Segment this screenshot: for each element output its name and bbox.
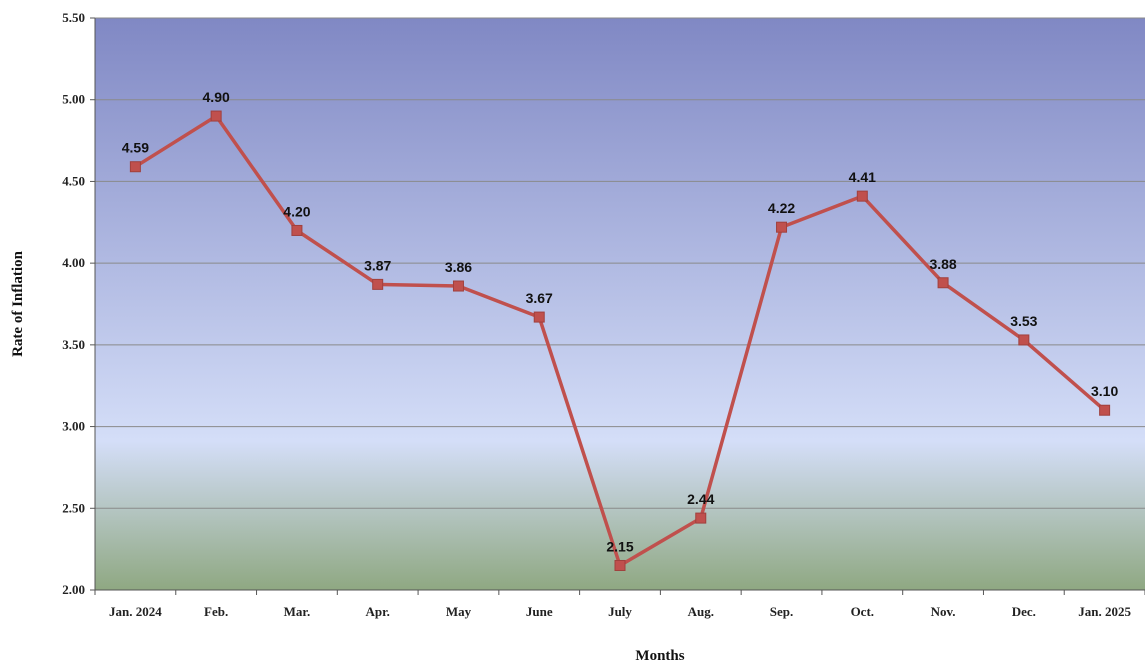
data-label: 4.59	[122, 140, 149, 156]
data-point-marker	[1099, 404, 1111, 416]
data-label: 3.67	[526, 290, 553, 306]
y-axis-title: Rate of Inflation	[10, 250, 26, 356]
data-label: 3.53	[1010, 313, 1037, 329]
gridlines	[95, 17, 1145, 591]
x-tick-label: June	[526, 604, 553, 619]
x-tick-label: Aug.	[688, 604, 714, 619]
y-tick-label: 4.50	[62, 173, 85, 188]
x-tick-label: Sep.	[770, 604, 793, 619]
x-tick-label: Oct.	[851, 604, 874, 619]
y-tick-label: 3.00	[62, 419, 85, 434]
series	[129, 110, 1111, 571]
data-point-marker	[210, 110, 222, 122]
y-tick-label: 3.50	[62, 337, 85, 352]
data-label: 4.20	[283, 203, 310, 219]
x-tick-label: Feb.	[204, 604, 228, 619]
x-tick-label: Nov.	[931, 604, 956, 619]
data-label: 4.90	[203, 89, 230, 105]
data-point-marker	[533, 311, 545, 323]
data-label: 2.15	[606, 538, 633, 554]
data-point-marker	[614, 559, 626, 571]
data-point-marker	[372, 278, 384, 290]
x-tick-label: Apr.	[365, 604, 389, 619]
data-point-marker	[1018, 334, 1030, 346]
y-tick-label: 5.00	[62, 92, 85, 107]
x-tick-label: Jan. 2025	[1078, 604, 1131, 619]
y-tick-label: 2.50	[62, 500, 85, 515]
data-point-marker	[856, 190, 868, 202]
x-tick-label: May	[446, 604, 472, 619]
data-point-marker	[776, 221, 788, 233]
y-tick-label: 2.00	[62, 582, 85, 597]
y-tick-label: 4.00	[62, 255, 85, 270]
x-tick-label: Dec.	[1012, 604, 1036, 619]
x-tick-label: July	[608, 604, 632, 619]
data-label: 3.10	[1091, 383, 1118, 399]
y-tick-label: 5.50	[62, 10, 85, 25]
data-point-marker	[452, 280, 464, 292]
data-labels: 4.59 4.90 4.20 3.87 3.86 3.67 2.15 2.44 4.22 4.41…	[122, 89, 1119, 554]
x-tick-label: Mar.	[284, 604, 311, 619]
data-label: 3.87	[364, 257, 391, 273]
x-tick-label: Jan. 2024	[109, 604, 162, 619]
data-label: 3.86	[445, 259, 472, 275]
data-label: 4.41	[849, 169, 876, 185]
data-label: 3.88	[929, 256, 956, 272]
data-point-marker	[695, 512, 707, 524]
x-axis-title: Months	[635, 648, 684, 662]
plot-area-background	[95, 18, 1145, 590]
data-point-marker	[291, 224, 303, 236]
data-point-marker	[129, 161, 141, 173]
axes: 2.00 2.50 3.00 3.50 4.00 4.50 5.00 5.50 Jan. 202…	[62, 10, 1145, 619]
data-point-marker	[937, 277, 949, 289]
data-label: 2.44	[687, 491, 714, 507]
data-label: 4.22	[768, 200, 795, 216]
